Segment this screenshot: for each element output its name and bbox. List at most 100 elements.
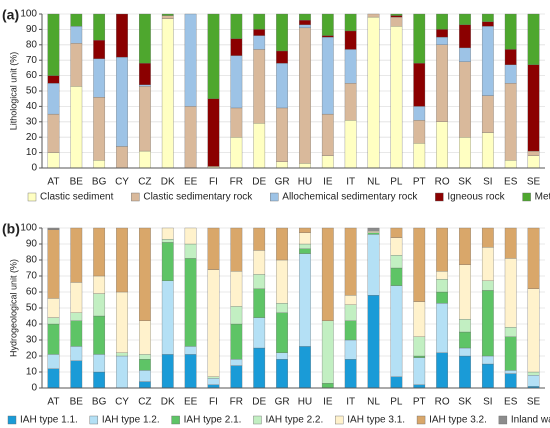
bar-segment — [504, 373, 517, 389]
bar-segment — [413, 301, 426, 337]
legend-label: IAH type 1.2. — [102, 415, 160, 426]
legend-label: Clastic sedimentary rock — [143, 192, 253, 203]
y-tick-label: 80 — [26, 39, 38, 50]
y-tick-label: 30 — [26, 116, 38, 127]
bar-segment — [253, 123, 266, 169]
bar-segment — [276, 259, 288, 304]
bar-segment — [481, 227, 494, 248]
panel-label: (a) — [2, 7, 19, 23]
bar-segment — [344, 83, 357, 121]
bar-segment — [139, 320, 151, 355]
bar-segment — [504, 327, 517, 337]
bar-segment — [116, 355, 128, 389]
bar-segment — [481, 132, 494, 169]
bar-segment — [390, 237, 403, 256]
x-tick-label: FI — [209, 177, 218, 188]
bar-segment — [459, 355, 471, 389]
bar-segment — [47, 368, 60, 389]
bar-segment — [504, 83, 517, 161]
x-tick-label: BE — [70, 177, 84, 188]
y-tick-label: 40 — [26, 101, 38, 112]
y-tick-label: 80 — [26, 255, 38, 266]
bar-segment — [70, 282, 83, 313]
bar-segment — [47, 298, 60, 318]
x-tick-label: AT — [47, 397, 59, 408]
x-tick-label: HU — [298, 397, 312, 408]
bar-segment — [413, 63, 426, 107]
x-tick-label: GR — [275, 177, 290, 188]
bar-segment — [367, 295, 380, 389]
legend-label: IAH type 1.1. — [20, 415, 78, 426]
legend-label: Igneous rock — [447, 192, 505, 203]
bar-segment — [47, 317, 60, 325]
x-tick-label: IT — [346, 177, 355, 188]
bar-segment — [436, 121, 448, 169]
bar-segment — [276, 13, 288, 52]
bar-segment — [184, 243, 197, 259]
x-tick-label: CZ — [138, 177, 151, 188]
legend-label: IAH type 3.2. — [429, 415, 487, 426]
bar-segment — [481, 290, 494, 357]
bar-segment — [139, 13, 151, 64]
bar-segment — [139, 370, 151, 382]
bar-segment — [321, 383, 334, 389]
x-tick-label: SI — [483, 397, 492, 408]
bar-segment — [161, 280, 174, 355]
bar-segment — [459, 137, 471, 169]
bar-segment — [299, 248, 311, 254]
y-tick-label: 60 — [26, 287, 38, 298]
x-tick-label: AT — [47, 177, 59, 188]
bar-segment — [47, 152, 60, 169]
bar-segment — [70, 86, 83, 169]
bar-segment — [390, 16, 403, 27]
bar-segment — [504, 258, 517, 328]
bar-segment — [116, 146, 128, 169]
bar-segment — [344, 13, 357, 32]
bar-segment — [70, 227, 83, 283]
bar-segment — [47, 83, 60, 115]
bar-segment — [139, 63, 151, 85]
y-tick-label: 100 — [20, 9, 37, 20]
bar-segment — [459, 47, 471, 62]
y-tick-label: 10 — [26, 147, 38, 158]
bar-segment — [527, 155, 540, 169]
bar-segment — [70, 13, 83, 27]
bar-segment — [413, 357, 426, 385]
bar-segment — [481, 247, 494, 281]
bar-segment — [139, 381, 151, 389]
x-tick-label: GR — [275, 397, 290, 408]
bar-segment — [299, 13, 311, 21]
bar-segment — [299, 243, 311, 249]
x-tick-label: DK — [161, 177, 175, 188]
bar-segment — [47, 75, 60, 84]
bar-segment — [207, 98, 220, 167]
bar-segment — [504, 13, 517, 50]
x-tick-label: PL — [390, 177, 403, 188]
bar-segment — [207, 378, 220, 385]
bar-segment — [299, 232, 311, 245]
legend-swatch — [171, 415, 180, 425]
x-tick-label: FI — [209, 397, 218, 408]
bar-segment — [527, 371, 540, 376]
legend-label: Allochemical sedimentary rock — [282, 192, 418, 203]
bar-segment — [299, 227, 311, 233]
y-tick-label: 100 — [20, 223, 37, 234]
bar-segment — [321, 13, 334, 36]
bar-segment — [390, 285, 403, 377]
bar-segment — [436, 227, 448, 272]
y-tick-label: 0 — [31, 163, 37, 174]
y-tick-label: 90 — [26, 239, 38, 250]
bar-segment — [253, 274, 266, 289]
y-tick-label: 0 — [31, 383, 37, 394]
bar-segment — [390, 255, 403, 269]
bar-segment — [70, 360, 83, 389]
bar-segment — [93, 275, 106, 294]
bar-segment — [116, 352, 128, 357]
y-tick-label: 10 — [26, 367, 38, 378]
bar-segment — [161, 227, 174, 240]
bar-segment — [276, 359, 288, 389]
x-tick-label: FR — [230, 177, 243, 188]
y-tick-label: 20 — [26, 132, 38, 143]
bar-segment — [161, 354, 174, 389]
y-tick-label: 50 — [26, 303, 38, 314]
